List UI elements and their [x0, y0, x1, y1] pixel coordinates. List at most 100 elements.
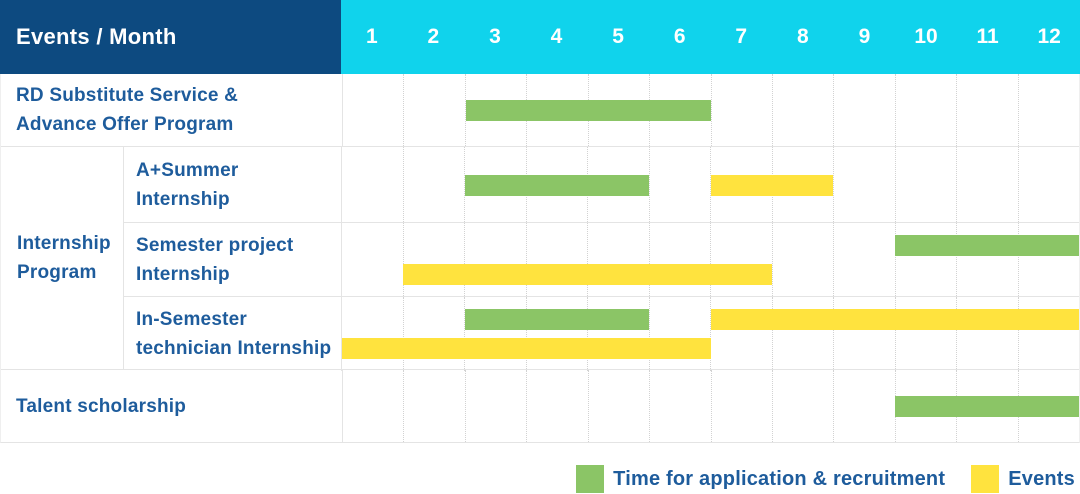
month-grid-cell: [956, 147, 1018, 222]
row-label-line: A+Summer: [136, 159, 239, 181]
month-grid-cell: [710, 297, 772, 371]
gantt-subrow: A+Summer Internship: [124, 147, 1079, 222]
month-grid-cell: [587, 370, 649, 442]
legend-label: Time for application & recruitment: [613, 467, 946, 490]
gantt-body: RD Substitute Service & Advance Offer Pro…: [0, 74, 1080, 443]
events-month-header-cell: Events / Month: [0, 0, 341, 74]
month-header-cell: 4: [550, 25, 563, 48]
month-grid-cell: [343, 74, 403, 146]
month-grid-cell: [403, 370, 464, 442]
month-grid-cell: [833, 370, 894, 442]
month-grid-cell: [525, 297, 588, 371]
month-header-cell: 7: [735, 25, 748, 48]
month-grid-cell: [648, 297, 711, 371]
month-grid-cell: [587, 297, 649, 371]
month-grid-cell: [894, 223, 957, 296]
gantt-row: Talent scholarship: [1, 369, 1079, 442]
month-header-cell: 2: [427, 25, 440, 48]
month-grid-cell: [525, 223, 588, 296]
month-grid-cell: [710, 370, 772, 442]
legend-swatch-green: [576, 465, 605, 493]
row-label-line: Internship: [17, 233, 111, 254]
month-grid-cell: [1017, 223, 1080, 296]
month-grid-cell: [771, 370, 833, 442]
month-grid-cell: [1017, 74, 1079, 146]
gantt-group-row: Internship Program A+Summer Internship Semes…: [1, 146, 1079, 371]
row-label-line: Semester project: [136, 234, 294, 256]
group-subrows: A+Summer Internship Semester project Intern…: [124, 147, 1079, 371]
month-grid-cell: [710, 74, 772, 146]
month-grid-cell: [342, 297, 403, 371]
month-grid-cell: [464, 223, 526, 296]
month-grid-cell: [771, 223, 834, 296]
month-grid-cell: [1017, 147, 1080, 222]
gantt-bar-green: [895, 396, 1079, 417]
month-grid-cell: [402, 223, 465, 296]
month-grid-cell: [464, 147, 526, 222]
month-grid-cell: [833, 223, 895, 296]
gantt-bar-yellow: [710, 174, 834, 196]
row-label: RD Substitute Service & Advance Offer Pro…: [1, 74, 342, 146]
month-grid-cell: [1017, 297, 1080, 371]
gantt-bar-yellow: [710, 309, 1079, 330]
legend-item-green: Time for application & recruitment: [576, 465, 945, 493]
month-grid-cell: [342, 223, 403, 296]
month-grid-cell: [894, 74, 956, 146]
legend-swatch-yellow: [971, 465, 1000, 493]
month-grid-cell: [587, 223, 649, 296]
table-header-row: Events / Month 1 2 3 4 5 6 7 8 9 10 11 12: [0, 0, 1080, 74]
month-grid-cell: [833, 147, 895, 222]
month-grid-cell: [956, 223, 1018, 296]
month-grid-cell: [648, 223, 711, 296]
month-header-row: 1 2 3 4 5 6 7 8 9 10 11 12: [341, 0, 1080, 74]
month-grid-cell: [710, 147, 772, 222]
row-label-line: RD Substitute Service &: [16, 85, 239, 106]
gantt-bar-green: [464, 174, 650, 196]
legend-label: Events: [1008, 467, 1075, 490]
month-grid-cell: [649, 370, 710, 442]
month-grid-cell: [771, 297, 834, 371]
month-grid-cell: [648, 147, 711, 222]
month-header-cell: 8: [796, 25, 809, 48]
row-label-line: Program: [17, 262, 97, 283]
month-grid-cell: [956, 297, 1018, 371]
row-label-line: In-Semester: [136, 309, 247, 330]
legend-item-yellow: Events: [971, 465, 1075, 493]
month-grid-cell: [343, 370, 403, 442]
month-grid-cell: [771, 74, 833, 146]
gantt-row-months: [342, 370, 1079, 442]
row-label-line: Talent scholarship: [16, 395, 187, 417]
row-label-line: technician Internship: [136, 338, 332, 359]
subrow-label: In-Semester technician Internship: [124, 297, 341, 371]
month-grid-cell: [402, 147, 465, 222]
month-grid-cell: [403, 74, 464, 146]
month-header-cell: 10: [914, 25, 938, 48]
month-header-cell: 3: [489, 25, 501, 48]
month-header-cell: 6: [673, 25, 686, 48]
month-grid-cell: [894, 297, 957, 371]
row-label-line: Internship: [136, 188, 230, 210]
month-grid-cell: [894, 147, 957, 222]
gantt-subrow: In-Semester technician Internship: [124, 296, 1079, 371]
month-grid-cell: [710, 223, 772, 296]
month-grid-cell: [833, 297, 895, 371]
gantt-bar-yellow: [342, 338, 711, 359]
gantt-row: RD Substitute Service & Advance Offer Pro…: [1, 74, 1079, 146]
month-grid-cell: [956, 74, 1017, 146]
month-grid-cell: [526, 370, 587, 442]
month-grid-cell: [464, 297, 526, 371]
month-grid-cell: [833, 74, 894, 146]
gantt-bar-green: [464, 309, 650, 330]
month-header-cell: 11: [976, 25, 999, 48]
month-grid-cell: [464, 370, 526, 442]
month-header-cell: 9: [858, 25, 871, 48]
group-label: Internship Program: [1, 147, 124, 369]
month-grid-cell: [402, 297, 465, 371]
month-header-cell: 1: [365, 25, 378, 48]
gantt-subrow-months: [341, 147, 1079, 222]
gantt-bar-yellow: [403, 264, 772, 285]
subrow-label: Semester project Internship: [124, 223, 341, 296]
gantt-row-months: [342, 74, 1079, 146]
gantt-subrow-months: [341, 223, 1079, 296]
